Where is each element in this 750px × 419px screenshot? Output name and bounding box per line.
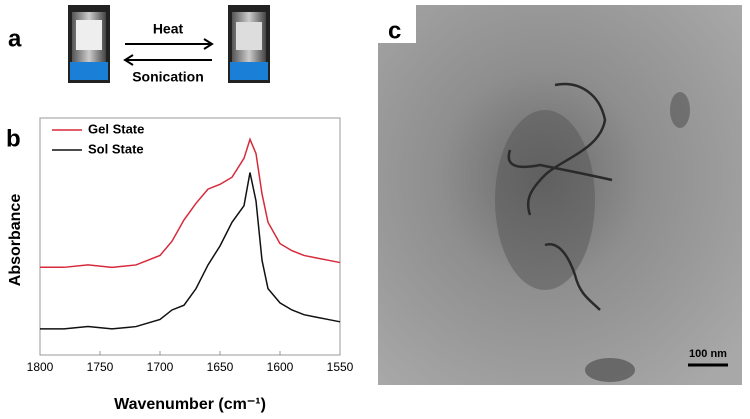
arrows <box>123 38 214 66</box>
legend-label: Gel State <box>88 121 144 136</box>
x-tick-label: 1750 <box>87 360 114 374</box>
tem-image <box>378 5 742 385</box>
x-axis-label: Wavenumber (cm⁻¹) <box>114 396 266 413</box>
arrow-label: Sonication <box>132 69 204 85</box>
panel-label: a <box>8 25 22 52</box>
line-series <box>40 137 341 269</box>
panel-label: c <box>388 17 401 44</box>
vial-left <box>68 5 110 83</box>
y-axis-label: Absorbance <box>7 194 24 287</box>
x-tick-label: 1700 <box>147 360 174 374</box>
line-series <box>40 172 341 330</box>
legend-label: Sol State <box>88 141 144 156</box>
x-tick-label: 1600 <box>267 360 294 374</box>
arrow-label: Heat <box>153 21 184 37</box>
x-tick-label: 1800 <box>27 360 54 374</box>
vial-right <box>228 5 270 83</box>
plot-frame <box>39 117 341 356</box>
x-tick-label: 1550 <box>327 360 354 374</box>
scale-bar-label: 100 nm <box>689 348 727 360</box>
x-tick-label: 1650 <box>207 360 234 374</box>
panel-label: b <box>6 125 21 152</box>
